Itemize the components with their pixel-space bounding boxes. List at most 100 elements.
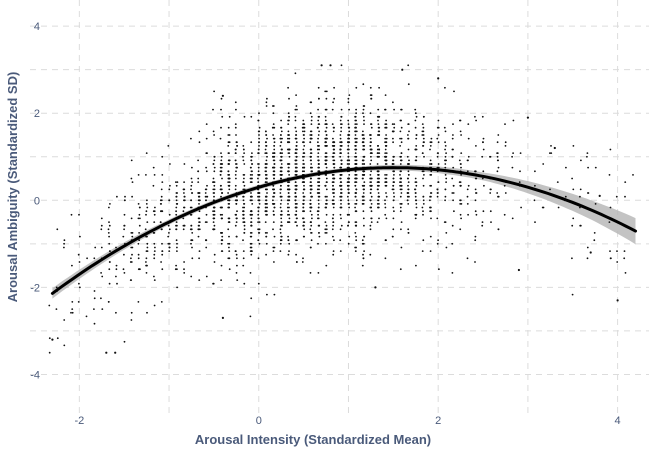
scatter-point: [280, 148, 283, 151]
scatter-point: [257, 177, 259, 180]
scatter-point: [280, 184, 282, 187]
scatter-point: [331, 217, 334, 220]
scatter-point: [329, 64, 332, 67]
scatter-point: [407, 184, 409, 187]
scatter-point: [385, 159, 387, 162]
scatter-point: [460, 166, 462, 169]
scatter-point: [198, 192, 201, 194]
scatter-point: [310, 115, 313, 118]
scatter-point: [376, 181, 379, 184]
scatter-point: [331, 155, 334, 158]
scatter-point: [257, 148, 260, 151]
scatter-point: [93, 257, 96, 260]
scatter-point: [572, 188, 575, 191]
scatter-point: [264, 206, 267, 209]
scatter-point: [369, 224, 372, 227]
scatter-point: [287, 148, 290, 151]
scatter-point: [235, 235, 238, 238]
scatter-point: [445, 181, 447, 184]
scatter-point: [369, 163, 372, 165]
scatter-point: [243, 232, 246, 234]
scatter-point: [339, 195, 342, 198]
scatter-point: [265, 253, 267, 256]
scatter-point: [190, 177, 193, 180]
scatter-point: [213, 224, 216, 227]
scatter-point: [348, 213, 350, 216]
scatter-point: [212, 188, 215, 191]
scatter-point: [272, 195, 274, 198]
scatter-point: [407, 137, 410, 140]
scatter-point: [280, 126, 282, 129]
scatter-point: [129, 279, 132, 281]
scatter-point: [206, 152, 208, 155]
scatter-point: [250, 192, 252, 194]
scatter-point: [294, 148, 297, 151]
scatter-point: [355, 163, 358, 165]
scatter-point: [422, 184, 425, 187]
scatter-point: [145, 272, 148, 274]
scatter-point: [370, 170, 372, 173]
scatter-point: [482, 148, 485, 151]
scatter-point: [451, 155, 454, 158]
scatter-point: [251, 177, 253, 180]
scatter-point: [393, 126, 396, 129]
scatter-point: [377, 152, 379, 155]
scatter-point: [228, 235, 230, 238]
scatter-point: [257, 228, 259, 231]
scatter-point: [302, 257, 304, 260]
scatter-point: [63, 242, 65, 245]
scatter-point: [123, 228, 125, 231]
scatter-point: [145, 250, 148, 253]
scatter-point: [295, 184, 298, 187]
scatter-point: [78, 213, 80, 216]
scatter-point: [624, 195, 626, 198]
scatter-point: [392, 188, 395, 191]
scatter-point: [482, 137, 485, 140]
scatter-point: [489, 188, 492, 191]
scatter-point: [309, 134, 312, 136]
scatter-point: [377, 119, 379, 122]
scatter-point: [221, 239, 224, 242]
scatter-point: [391, 235, 394, 238]
scatter-point: [378, 203, 380, 205]
scatter-point: [251, 213, 254, 216]
scatter-point: [332, 137, 334, 140]
scatter-point: [280, 166, 282, 169]
scatter-point: [429, 159, 432, 162]
scatter-point: [280, 163, 283, 165]
scatter-point: [467, 123, 470, 125]
scatter-point: [295, 134, 297, 136]
scatter-point: [161, 253, 164, 256]
scatter-point: [415, 155, 418, 158]
scatter-point: [385, 181, 387, 184]
scatter-point: [168, 188, 171, 191]
fit-line: [50, 166, 637, 295]
scatter-point: [400, 155, 402, 158]
scatter-point: [93, 297, 96, 300]
scatter-point: [176, 286, 179, 289]
scatter-point: [243, 224, 246, 227]
scatter-point: [444, 145, 447, 147]
scatter-point: [340, 115, 343, 118]
scatter-point: [325, 177, 328, 180]
scatter-point: [378, 152, 381, 155]
scatter-point: [340, 123, 342, 125]
scatter-point: [250, 246, 253, 249]
scatter-point: [257, 166, 260, 169]
scatter-point: [295, 145, 298, 147]
scatter-point: [443, 126, 446, 129]
scatter-point: [108, 261, 111, 263]
scatter-point: [466, 203, 469, 205]
scatter-point: [302, 163, 305, 165]
scatter-point: [146, 264, 148, 267]
scatter-point: [399, 203, 402, 205]
scatter-point: [265, 152, 268, 155]
scatter-point: [309, 272, 312, 274]
scatter-point: [198, 130, 201, 133]
scatter-point: [205, 239, 207, 242]
scatter-point: [301, 170, 304, 173]
scatter-point: [318, 115, 320, 118]
scatter-point: [287, 134, 289, 136]
scatter-point: [310, 206, 313, 209]
scatter-point: [436, 217, 439, 220]
